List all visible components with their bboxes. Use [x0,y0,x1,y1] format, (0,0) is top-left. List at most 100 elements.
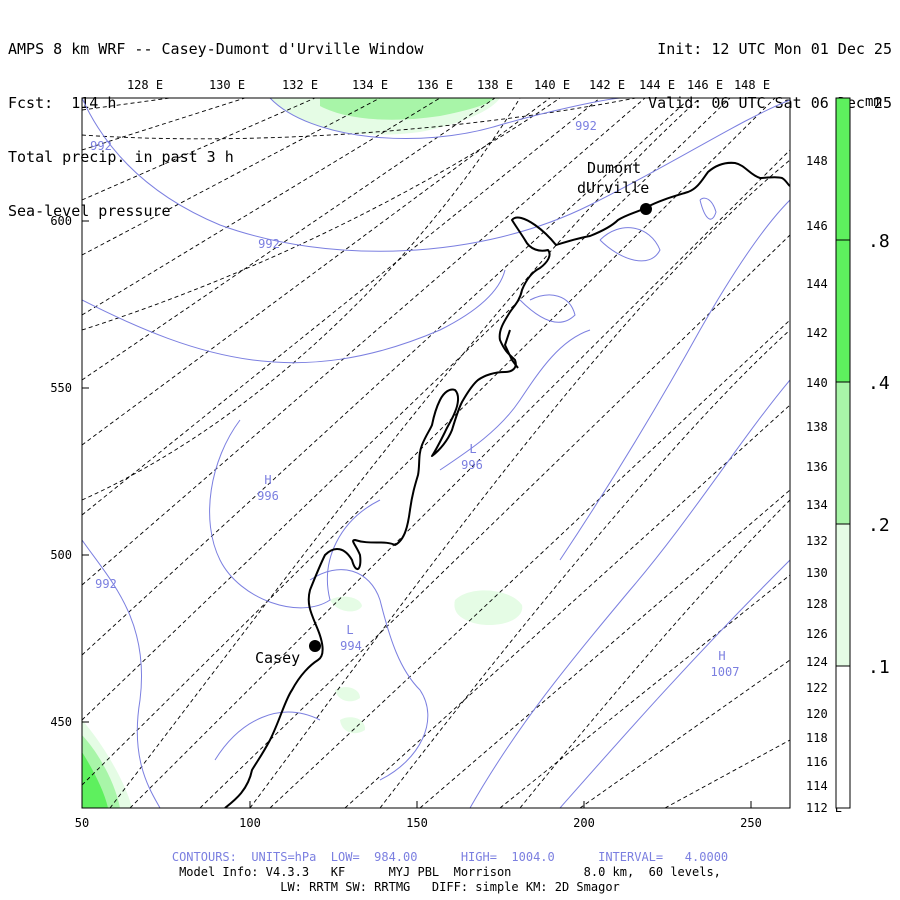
right-lon-label: 118 E [806,731,842,745]
colorbar-swatch-5 [835,97,851,241]
high-letter: H [718,649,725,663]
casey-station-marker [309,640,321,652]
precip-area-small1 [330,596,362,612]
x-tick-label: 150 [406,816,428,830]
lon-line [82,98,691,656]
low-letter: L [469,442,476,456]
isobar-label: 992 [575,119,597,133]
right-lon-label: 138 E [806,420,842,434]
isobar-label: 992 [258,237,280,251]
pressure-labels: L 996 L 994 H 996 H 1007 992 992 992 992 [90,119,739,679]
lon-line [82,98,381,256]
low-value: 994 [340,639,362,653]
lon-line [82,98,496,381]
isobar [559,199,790,561]
lon-line [82,98,601,516]
field-name: Total precip. in past 3 h [8,148,234,166]
x-tick-label: 250 [740,816,762,830]
lon-line [129,149,790,808]
title: AMPS 8 km WRF -- Casey-Dumont d'Urville … [8,40,424,58]
high-letter: H [264,473,271,487]
y-axis-labels: 450 500 550 600 [50,214,72,729]
right-lon-label: 112 E [806,801,842,815]
precip-area-small3 [340,717,366,734]
isobar [599,227,661,262]
right-lon-label: 140 E [806,376,842,390]
init-time: Init: 12 UTC Mon 01 Dec 25 [657,40,892,58]
x-axis-labels: 50 100 150 200 250 [75,816,762,830]
isobar [309,569,429,781]
colorbar-label: .1 [868,657,890,678]
lon-line [579,659,790,808]
right-lon-label: 146 E [806,219,842,233]
isobar [559,559,790,808]
right-lon-label: 130 E [806,566,842,580]
precip-area-corner-core [82,752,108,808]
overlay-name: Sea-level pressure [8,202,171,220]
lon-line [419,489,790,808]
right-lon-labels: 148 E 146 E 144 E 142 E 140 E 138 E 136 … [806,154,842,815]
isobars [82,98,790,808]
right-lon-label: 126 E [806,627,842,641]
colorbar-swatch-4 [835,239,851,383]
lon-line [82,98,776,786]
top-lon-label: 134 E [352,78,388,92]
lat-line [109,98,701,808]
lon-line [82,98,171,111]
isobar [519,294,576,323]
right-lon-label: 124 E [806,655,842,669]
lon-line [82,98,731,721]
lon-line [344,404,790,808]
right-lon-label: 114 E [806,779,842,793]
top-lon-label: 146 E [687,78,723,92]
lat-line [519,499,790,808]
right-lon-label: 128 E [806,597,842,611]
plot-frame [81,97,791,809]
isobar-label: 992 [95,577,117,591]
isobar [82,269,506,364]
colorbar-label: .4 [868,373,890,394]
axis-ticks [81,220,752,808]
lat-line [82,98,638,140]
y-tick-label: 600 [50,214,72,228]
top-lon-label: 148 E [734,78,770,92]
colorbar-unit: mm [865,94,882,110]
top-lon-label: 130 E [209,78,245,92]
dumont-station-marker [640,203,652,215]
lon-line [82,98,316,201]
y-tick-label: 450 [50,715,72,729]
colorbar-swatch-2 [835,523,851,667]
low-letter: L [346,623,353,637]
top-lon-label: 136 E [417,78,453,92]
top-lon-label: 140 E [534,78,570,92]
x-tick-label: 50 [75,816,89,830]
isobar [209,419,381,609]
top-lon-labels: 128 E 130 E 132 E 134 E 136 E 138 E 140 … [127,78,770,92]
physics-info: LW: RRTM SW: RRTMG DIFF: simple KM: 2D S… [280,880,620,894]
colorbar: mm .8 .4 .2 .1 [835,94,890,809]
isobar [269,98,621,140]
top-lon-label: 142 E [589,78,625,92]
x-tick-label: 200 [573,816,595,830]
x-tick-label: 100 [239,816,261,830]
lon-line [82,98,551,446]
right-lon-label: 132 E [806,534,842,548]
colorbar-swatch-3 [835,381,851,525]
lat-line [82,98,561,331]
isobar [214,711,321,761]
isobar [82,98,790,252]
lat-line [379,329,790,808]
precip-area-small2 [335,687,360,702]
right-lon-label: 142 E [806,326,842,340]
colorbar-swatch-1 [835,665,851,809]
lon-line [82,98,246,151]
y-tick-label: 550 [50,381,72,395]
right-lon-label: 116 E [806,755,842,769]
precip-area-mid [454,590,523,626]
high-value: 996 [257,489,279,503]
top-lon-label: 128 E [127,78,163,92]
isobar [82,539,161,808]
y-tick-label: 500 [50,548,72,562]
colorbar-label: .2 [868,515,890,536]
